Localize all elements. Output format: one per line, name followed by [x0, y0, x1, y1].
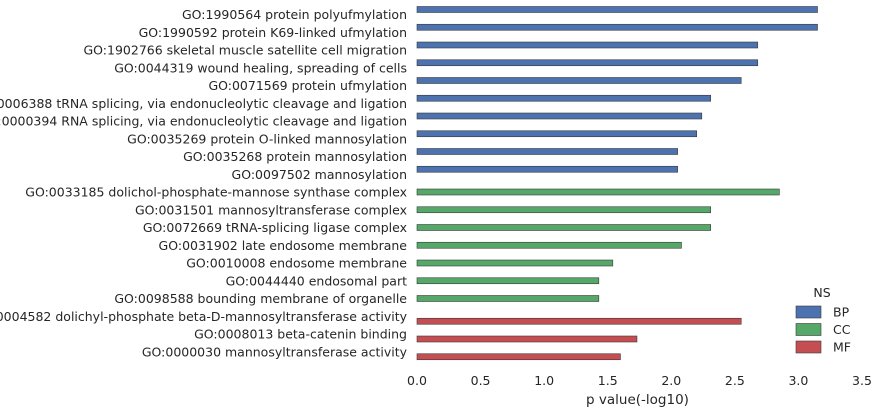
bar-bp — [416, 130, 698, 138]
category-label: GO:0035269 protein O-linked mannosylatio… — [127, 131, 407, 146]
category-label: GO:1990564 protein polyufmylation — [182, 7, 407, 22]
legend-label-bp: BP — [833, 305, 850, 320]
x-tick-label: 0.0 — [407, 373, 427, 388]
bar-mf — [416, 335, 638, 343]
category-label: GO:1990592 protein K69-linked ufmylation — [139, 25, 407, 40]
bar-bp — [416, 6, 818, 13]
category-label: GO:0035268 protein mannosylation — [183, 149, 407, 164]
bar-cc — [416, 259, 614, 267]
bar-bp — [416, 77, 742, 84]
bar-cc — [416, 188, 780, 196]
legend-title: NS — [813, 285, 830, 300]
bar-bp — [416, 94, 712, 102]
bar-bp — [416, 59, 759, 67]
legend-swatch-cc — [795, 323, 822, 336]
bar-mf — [416, 317, 742, 325]
category-label: GO:0000394 RNA splicing, via endonucleol… — [0, 114, 407, 129]
legend-swatch-mf — [795, 340, 822, 354]
x-tick-label: 3.5 — [852, 373, 872, 388]
legend-label-cc: CC — [833, 322, 851, 337]
bar-mf — [416, 353, 621, 361]
bar-cc — [416, 224, 712, 231]
bar-bp — [416, 23, 818, 31]
category-label: GO:0004582 dolichyl-phosphate beta-D-man… — [0, 309, 408, 324]
category-label: GO:0031501 mannosyltransferase complex — [135, 202, 407, 217]
bar-cc — [416, 241, 682, 249]
category-label: GO:0031902 late endosome membrane — [159, 238, 408, 253]
x-tick-label: 2.5 — [725, 373, 745, 388]
bar-bp — [416, 112, 703, 120]
category-label: GO:0000030 mannosyltransferase activity — [142, 344, 408, 359]
bar-cc — [416, 277, 600, 285]
category-label: GO:0071569 protein ufmylation — [208, 78, 407, 93]
x-tick-label: 2.0 — [661, 373, 681, 388]
category-label: GO:0044440 endosomal part — [226, 273, 408, 288]
category-label: GO:1902766 skeletal muscle satellite cel… — [83, 43, 407, 58]
category-label: GO:0072669 tRNA-splicing ligase complex — [143, 220, 407, 235]
category-label: GO:0097502 mannosylation — [232, 167, 407, 182]
x-axis-label: p value(-log10) — [586, 392, 689, 408]
legend-swatch-bp — [795, 305, 822, 319]
legend-label-mf: MF — [833, 340, 851, 355]
bar-cc — [416, 206, 712, 214]
bar-bp — [416, 165, 678, 173]
category-label: GO:0010008 endosome membrane — [186, 256, 407, 271]
x-tick-label: 3.0 — [788, 373, 808, 388]
x-tick-label: 0.5 — [471, 373, 491, 388]
category-label: GO:0044319 wound healing, spreading of c… — [114, 60, 407, 75]
category-label: GO:0008013 beta-catenin binding — [194, 327, 407, 342]
category-label: GO:0098588 bounding membrane of organell… — [114, 291, 407, 306]
x-tick-label: 1.0 — [534, 373, 554, 388]
x-tick-label: 1.5 — [598, 373, 618, 388]
category-label: GO:0033185 dolichol-phosphate-mannose sy… — [25, 185, 407, 200]
category-label: GO:0006388 tRNA splicing, via endonucleo… — [0, 96, 407, 111]
bar-cc — [416, 295, 600, 302]
bar-bp — [416, 148, 678, 155]
bar-bp — [416, 41, 759, 49]
